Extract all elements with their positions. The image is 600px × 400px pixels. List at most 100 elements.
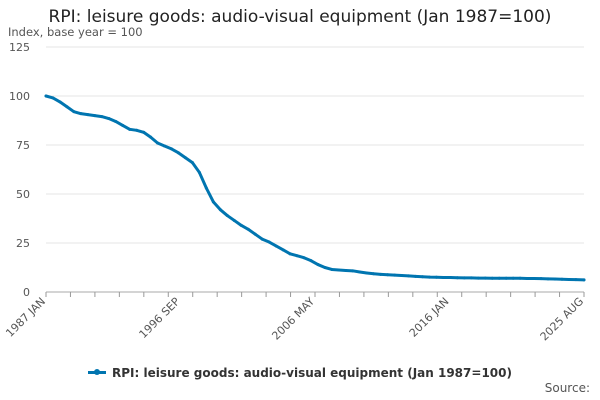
data-point bbox=[490, 276, 494, 280]
data-point bbox=[156, 141, 160, 145]
data-point bbox=[351, 269, 355, 273]
data-point bbox=[582, 278, 586, 282]
y-tick-label: 100 bbox=[9, 90, 30, 103]
data-point bbox=[183, 156, 187, 160]
data-point bbox=[469, 276, 473, 280]
data-point bbox=[316, 263, 320, 267]
data-point bbox=[448, 275, 452, 279]
data-point bbox=[163, 144, 167, 148]
y-axis: 0 25 50 75 100 125 bbox=[9, 41, 30, 299]
y-axis-unit-label: Index, base year = 100 bbox=[8, 25, 143, 39]
data-point bbox=[135, 128, 139, 132]
data-point bbox=[386, 273, 390, 277]
data-point bbox=[267, 240, 271, 244]
data-point bbox=[246, 227, 250, 231]
data-point bbox=[58, 100, 62, 104]
data-point bbox=[302, 256, 306, 260]
x-tick-label: 2025 AUG bbox=[538, 295, 587, 344]
source-label: Source: bbox=[544, 381, 590, 395]
x-tick-label: 2006 MAY bbox=[269, 295, 317, 343]
data-point bbox=[407, 274, 411, 278]
legend-series-label: RPI: leisure goods: audio-visual equipme… bbox=[112, 366, 512, 380]
data-point bbox=[427, 275, 431, 279]
gridlines bbox=[46, 46, 584, 293]
data-point bbox=[288, 252, 292, 256]
y-tick-label: 25 bbox=[16, 237, 30, 250]
data-point bbox=[142, 130, 146, 134]
data-point bbox=[532, 276, 536, 280]
data-point bbox=[539, 277, 543, 281]
data-point bbox=[149, 135, 153, 139]
data-point bbox=[358, 270, 362, 274]
series-group bbox=[44, 94, 586, 282]
data-point bbox=[483, 276, 487, 280]
data-point bbox=[330, 267, 334, 271]
data-point bbox=[128, 127, 132, 131]
data-point bbox=[379, 272, 383, 276]
data-point bbox=[344, 268, 348, 272]
data-point bbox=[121, 123, 125, 127]
chart-title: RPI: leisure goods: audio-visual equipme… bbox=[48, 7, 552, 27]
data-point bbox=[218, 208, 222, 212]
legend[interactable]: RPI: leisure goods: audio-visual equipme… bbox=[0, 366, 600, 380]
data-point bbox=[400, 274, 404, 278]
data-point bbox=[553, 277, 557, 281]
data-point bbox=[260, 237, 264, 241]
data-point bbox=[337, 268, 341, 272]
data-point bbox=[93, 114, 97, 118]
x-tick-label: 1996 SEP bbox=[137, 295, 183, 341]
data-point bbox=[281, 248, 285, 252]
y-tick-label: 0 bbox=[23, 286, 30, 299]
data-point bbox=[372, 272, 376, 276]
data-point bbox=[65, 105, 69, 109]
y-tick-label: 50 bbox=[16, 188, 30, 201]
data-point bbox=[107, 117, 111, 121]
y-tick-label: 75 bbox=[16, 139, 30, 152]
data-point bbox=[504, 276, 508, 280]
data-point bbox=[239, 223, 243, 227]
data-point bbox=[44, 94, 48, 98]
data-point bbox=[511, 276, 515, 280]
data-point bbox=[190, 161, 194, 165]
data-point bbox=[274, 244, 278, 248]
data-point bbox=[421, 275, 425, 279]
data-point bbox=[51, 96, 55, 100]
data-point bbox=[497, 276, 501, 280]
data-point bbox=[525, 276, 529, 280]
data-point bbox=[462, 276, 466, 280]
data-point bbox=[323, 266, 327, 269]
data-point bbox=[86, 113, 90, 117]
data-point bbox=[441, 275, 445, 279]
data-point bbox=[100, 115, 104, 119]
data-point bbox=[546, 277, 550, 281]
data-point bbox=[197, 170, 201, 174]
data-point bbox=[393, 273, 397, 277]
data-point bbox=[365, 271, 369, 275]
x-axis: 1987 JAN 1996 SEP 2006 MAY 2016 JAN 2025 AUG bbox=[3, 291, 587, 344]
y-tick-label: 125 bbox=[9, 41, 30, 54]
data-point bbox=[567, 277, 571, 281]
data-point bbox=[434, 275, 438, 279]
data-point bbox=[79, 112, 83, 116]
data-point bbox=[232, 218, 236, 222]
data-point bbox=[225, 214, 229, 218]
data-point bbox=[574, 278, 578, 282]
x-tick-label: 1987 JAN bbox=[3, 295, 48, 340]
data-point bbox=[476, 276, 480, 280]
data-point bbox=[518, 276, 522, 280]
data-point bbox=[114, 119, 118, 123]
data-point bbox=[309, 259, 313, 263]
data-point bbox=[295, 254, 299, 258]
data-point bbox=[560, 277, 564, 281]
x-tick-label: 2016 JAN bbox=[407, 295, 452, 340]
data-point bbox=[170, 147, 174, 151]
legend-series-swatch bbox=[88, 369, 107, 375]
data-point bbox=[204, 186, 208, 190]
data-point bbox=[211, 200, 215, 204]
data-point bbox=[455, 276, 459, 280]
data-point bbox=[414, 274, 418, 278]
data-point bbox=[176, 151, 180, 155]
series-line bbox=[44, 94, 586, 282]
